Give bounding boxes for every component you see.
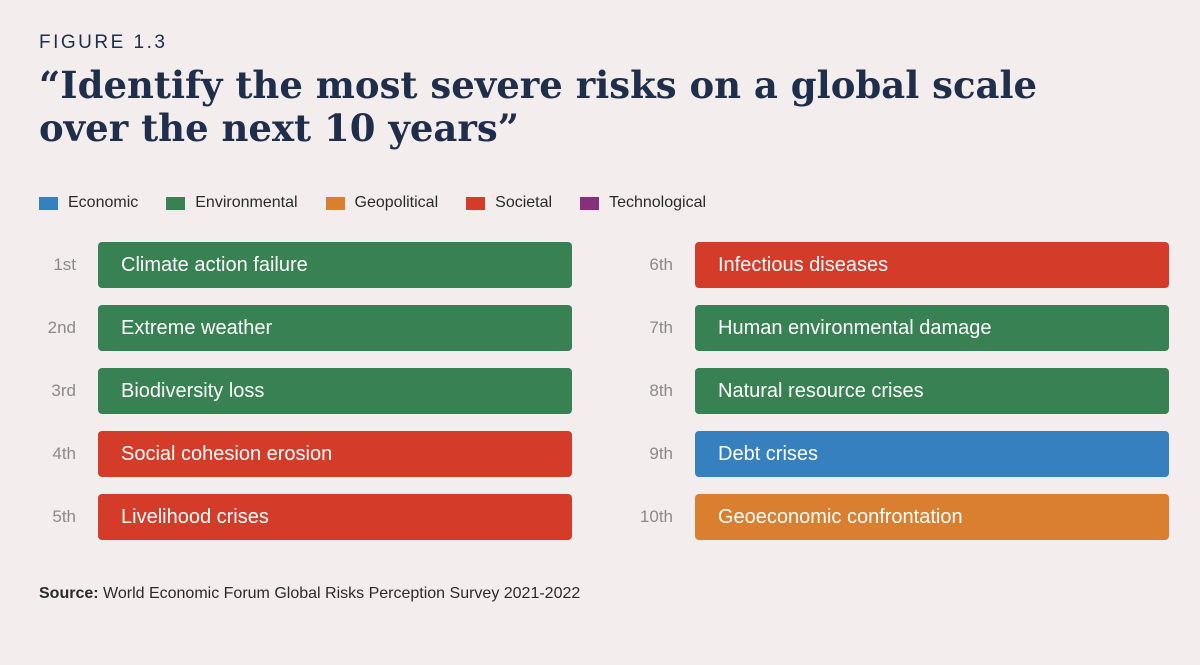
rank-label: 5th (52, 507, 76, 526)
chart-title: “Identify the most severe risks on a glo… (39, 63, 1038, 150)
legend-item-economic: Economic (39, 194, 138, 212)
rank-label: 7th (649, 318, 673, 337)
legend-label: Technological (609, 194, 707, 211)
source-text: World Economic Forum Global Risks Percep… (98, 585, 581, 602)
legend-item-geopolitical: Geopolitical (325, 194, 439, 212)
rank-label: 9th (649, 444, 673, 463)
rank-label: 2nd (47, 318, 76, 337)
risk-bar: Biodiversity loss (98, 368, 572, 414)
legend-label: Geopolitical (354, 194, 439, 211)
rank-label: 4th (52, 444, 76, 463)
legend-swatch (466, 196, 486, 210)
risk-bar: Extreme weather (98, 305, 572, 351)
source-label: Source: (39, 585, 99, 602)
risk-bar: Debt crises (695, 431, 1169, 477)
rank-label: 6th (649, 255, 673, 274)
legend-item-environmental: Environmental (166, 194, 298, 212)
legend-swatch (580, 196, 600, 210)
risk-bar: Natural resource crises (695, 368, 1169, 414)
rank-label: 10th (639, 507, 673, 526)
risk-bar: Geoeconomic confrontation (695, 494, 1169, 540)
risk-bar: Human environmental damage (695, 305, 1169, 351)
legend: Economic Environmental Geopolitical Societa… (39, 194, 734, 212)
rank-label: 3rd (51, 381, 76, 400)
risk-bar: Social cohesion erosion (98, 431, 572, 477)
legend-swatch (39, 196, 58, 210)
legend-swatch (325, 196, 345, 210)
source-note: Source: World Economic Forum Global Risk… (39, 585, 580, 603)
legend-item-technological: Technological (580, 194, 706, 212)
legend-swatch (166, 196, 186, 210)
legend-label: Economic (68, 194, 139, 211)
risk-bar: Climate action failure (98, 242, 572, 288)
figure-label: FIGURE 1.3 (39, 32, 168, 53)
legend-item-societal: Societal (466, 194, 552, 212)
risk-bar: Livelihood crises (98, 494, 572, 540)
legend-label: Societal (495, 194, 553, 211)
rank-label: 1st (53, 255, 76, 274)
rank-label: 8th (649, 381, 673, 400)
legend-label: Environmental (195, 194, 298, 211)
risk-bar: Infectious diseases (695, 242, 1169, 288)
